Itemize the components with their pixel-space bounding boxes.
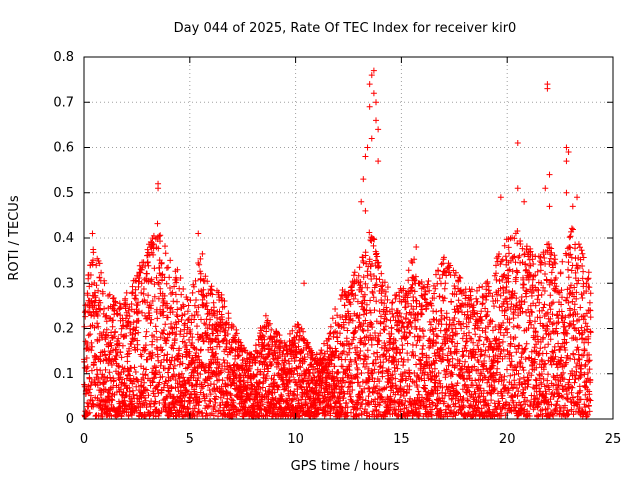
roti-peak-point [375, 126, 382, 133]
chart-title: Day 044 of 2025, Rate Of TEC Index for r… [174, 21, 517, 36]
x-tick-label: 0 [80, 432, 88, 447]
x-tick-label: 5 [186, 432, 194, 447]
roti-peak-point [364, 144, 371, 151]
y-axis-label: ROTI / TECUs [7, 195, 22, 280]
roti-peak-point [301, 280, 308, 287]
x-tick-label: 10 [287, 432, 304, 447]
roti-peak-point [569, 203, 576, 210]
x-tick-label: 25 [605, 432, 622, 447]
y-tick-label: 0.7 [53, 95, 74, 110]
x-tick-label: 15 [393, 432, 410, 447]
roti-peak-point [155, 185, 162, 192]
roti-peak-point [362, 207, 369, 214]
roti-peak-point [413, 244, 420, 251]
y-tick-labels: 0 0.1 0.2 0.3 0.4 0.5 0.6 0.7 0.8 [53, 50, 74, 427]
roti-peak-point [362, 153, 369, 160]
y-tick-label: 0.4 [53, 231, 74, 246]
roti-peak-point [366, 81, 373, 88]
roti-peak-point [514, 139, 521, 146]
y-tick-label: 0.8 [53, 50, 74, 65]
roti-peak-point [563, 158, 570, 165]
roti-peak-point [563, 189, 570, 196]
axis-ticks [83, 56, 614, 420]
y-tick-label: 0.6 [53, 141, 74, 156]
roti-peak-point [544, 85, 551, 92]
roti-peak-point [497, 194, 504, 201]
roti-peak-point [366, 103, 373, 110]
roti-peak-point [375, 158, 382, 165]
data-points [81, 67, 594, 420]
y-tick-label: 0.3 [53, 276, 74, 291]
y-tick-label: 0.5 [53, 186, 74, 201]
roti-peak-point [368, 72, 375, 79]
roti-points [81, 220, 594, 420]
roti-peak-point [358, 198, 365, 205]
roti-peak-point [370, 90, 377, 97]
roti-peak-point [546, 203, 553, 210]
roti-peak-point [368, 135, 375, 142]
roti-peak-point [546, 171, 553, 178]
roti-peak-point [89, 230, 96, 237]
roti-peak-point [563, 144, 570, 151]
roti-peak-point [360, 176, 367, 183]
x-tick-label: 20 [499, 432, 516, 447]
x-axis-label: GPS time / hours [291, 459, 400, 474]
roti-peak-point [370, 67, 377, 74]
roti-peak-point [542, 185, 549, 192]
roti-peak-point [565, 149, 572, 156]
roti-peak-point [195, 230, 202, 237]
y-tick-label: 0.2 [53, 322, 74, 337]
y-tick-label: 0 [66, 412, 74, 427]
roti-peak-point [373, 99, 380, 106]
y-tick-label: 0.1 [53, 367, 74, 382]
x-tick-labels: 0 5 10 15 20 25 [80, 432, 621, 447]
roti-peak-point [514, 185, 521, 192]
roti-peak-point [574, 194, 581, 201]
roti-peak-point [373, 117, 380, 124]
roti-peak-point [521, 198, 528, 205]
